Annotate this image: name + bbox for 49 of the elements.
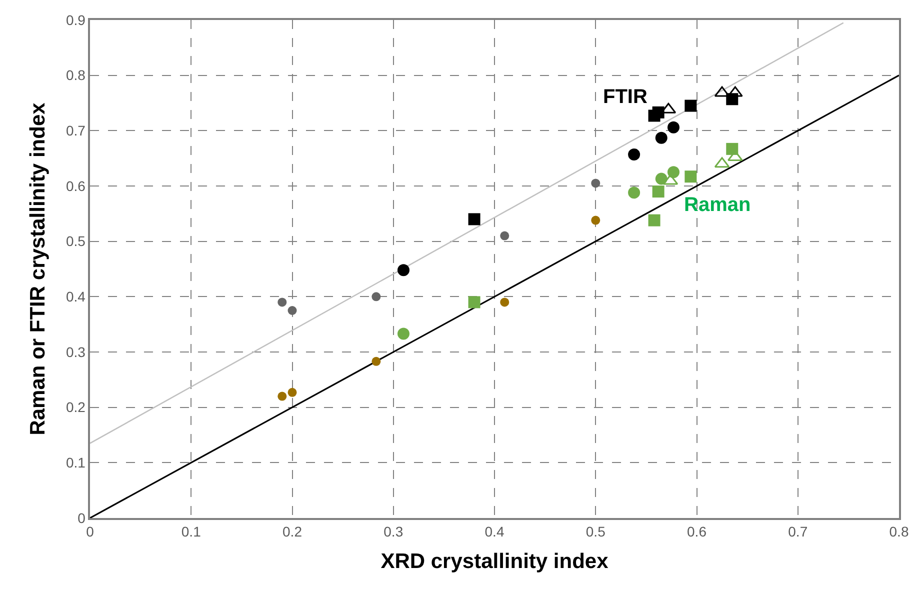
- point: [655, 132, 668, 144]
- point: [397, 328, 410, 340]
- annotation: Raman: [684, 194, 751, 216]
- point: [591, 178, 600, 188]
- y-tick-label: 0.4: [66, 288, 86, 305]
- x-tick-label: 0.5: [586, 524, 606, 540]
- x-tick-label: 0.3: [384, 524, 404, 540]
- y-tick-label: 0.3: [66, 344, 86, 360]
- y-tick-label: 0.2: [66, 399, 86, 416]
- point: [652, 186, 664, 198]
- point: [684, 100, 697, 112]
- y-tick-label: 0.8: [66, 67, 86, 84]
- point: [288, 388, 297, 397]
- point: [500, 231, 510, 240]
- point: [372, 292, 381, 302]
- x-tick-label: 0.1: [181, 524, 202, 540]
- y-axis-title: Raman or FTIR crystallinity index: [26, 102, 50, 436]
- y-tick-label: 0.5: [66, 233, 86, 250]
- y-tick-label: 0.6: [66, 178, 86, 194]
- y-tick-label: 0.9: [66, 12, 86, 28]
- point: [468, 296, 480, 308]
- point: [652, 106, 664, 118]
- x-tick-label: 0.8: [889, 524, 909, 540]
- point: [288, 306, 297, 315]
- point: [468, 213, 480, 226]
- point: [628, 148, 640, 160]
- x-tick-label: 0.6: [687, 524, 707, 540]
- point: [684, 170, 697, 183]
- point: [278, 392, 287, 401]
- point: [726, 142, 738, 155]
- point: [728, 86, 743, 97]
- point: [278, 298, 287, 307]
- y-tick-label: 0.7: [66, 122, 86, 139]
- point: [500, 298, 510, 307]
- point: [667, 121, 680, 134]
- point: [648, 214, 660, 226]
- x-axis-title: XRD crystallinity index: [380, 550, 609, 574]
- x-tick-label: 0.2: [282, 524, 302, 540]
- point: [591, 216, 600, 225]
- y-tick-label: 0.1: [66, 454, 86, 471]
- point: [397, 264, 410, 276]
- point: [667, 166, 680, 178]
- point: [655, 172, 668, 185]
- point: [628, 186, 640, 199]
- point: [372, 356, 381, 366]
- x-tick-label: 0.4: [484, 524, 504, 540]
- annotation: FTIR: [603, 86, 648, 108]
- x-tick-label: 0.7: [788, 524, 808, 540]
- y-tick-label: 0: [78, 510, 86, 526]
